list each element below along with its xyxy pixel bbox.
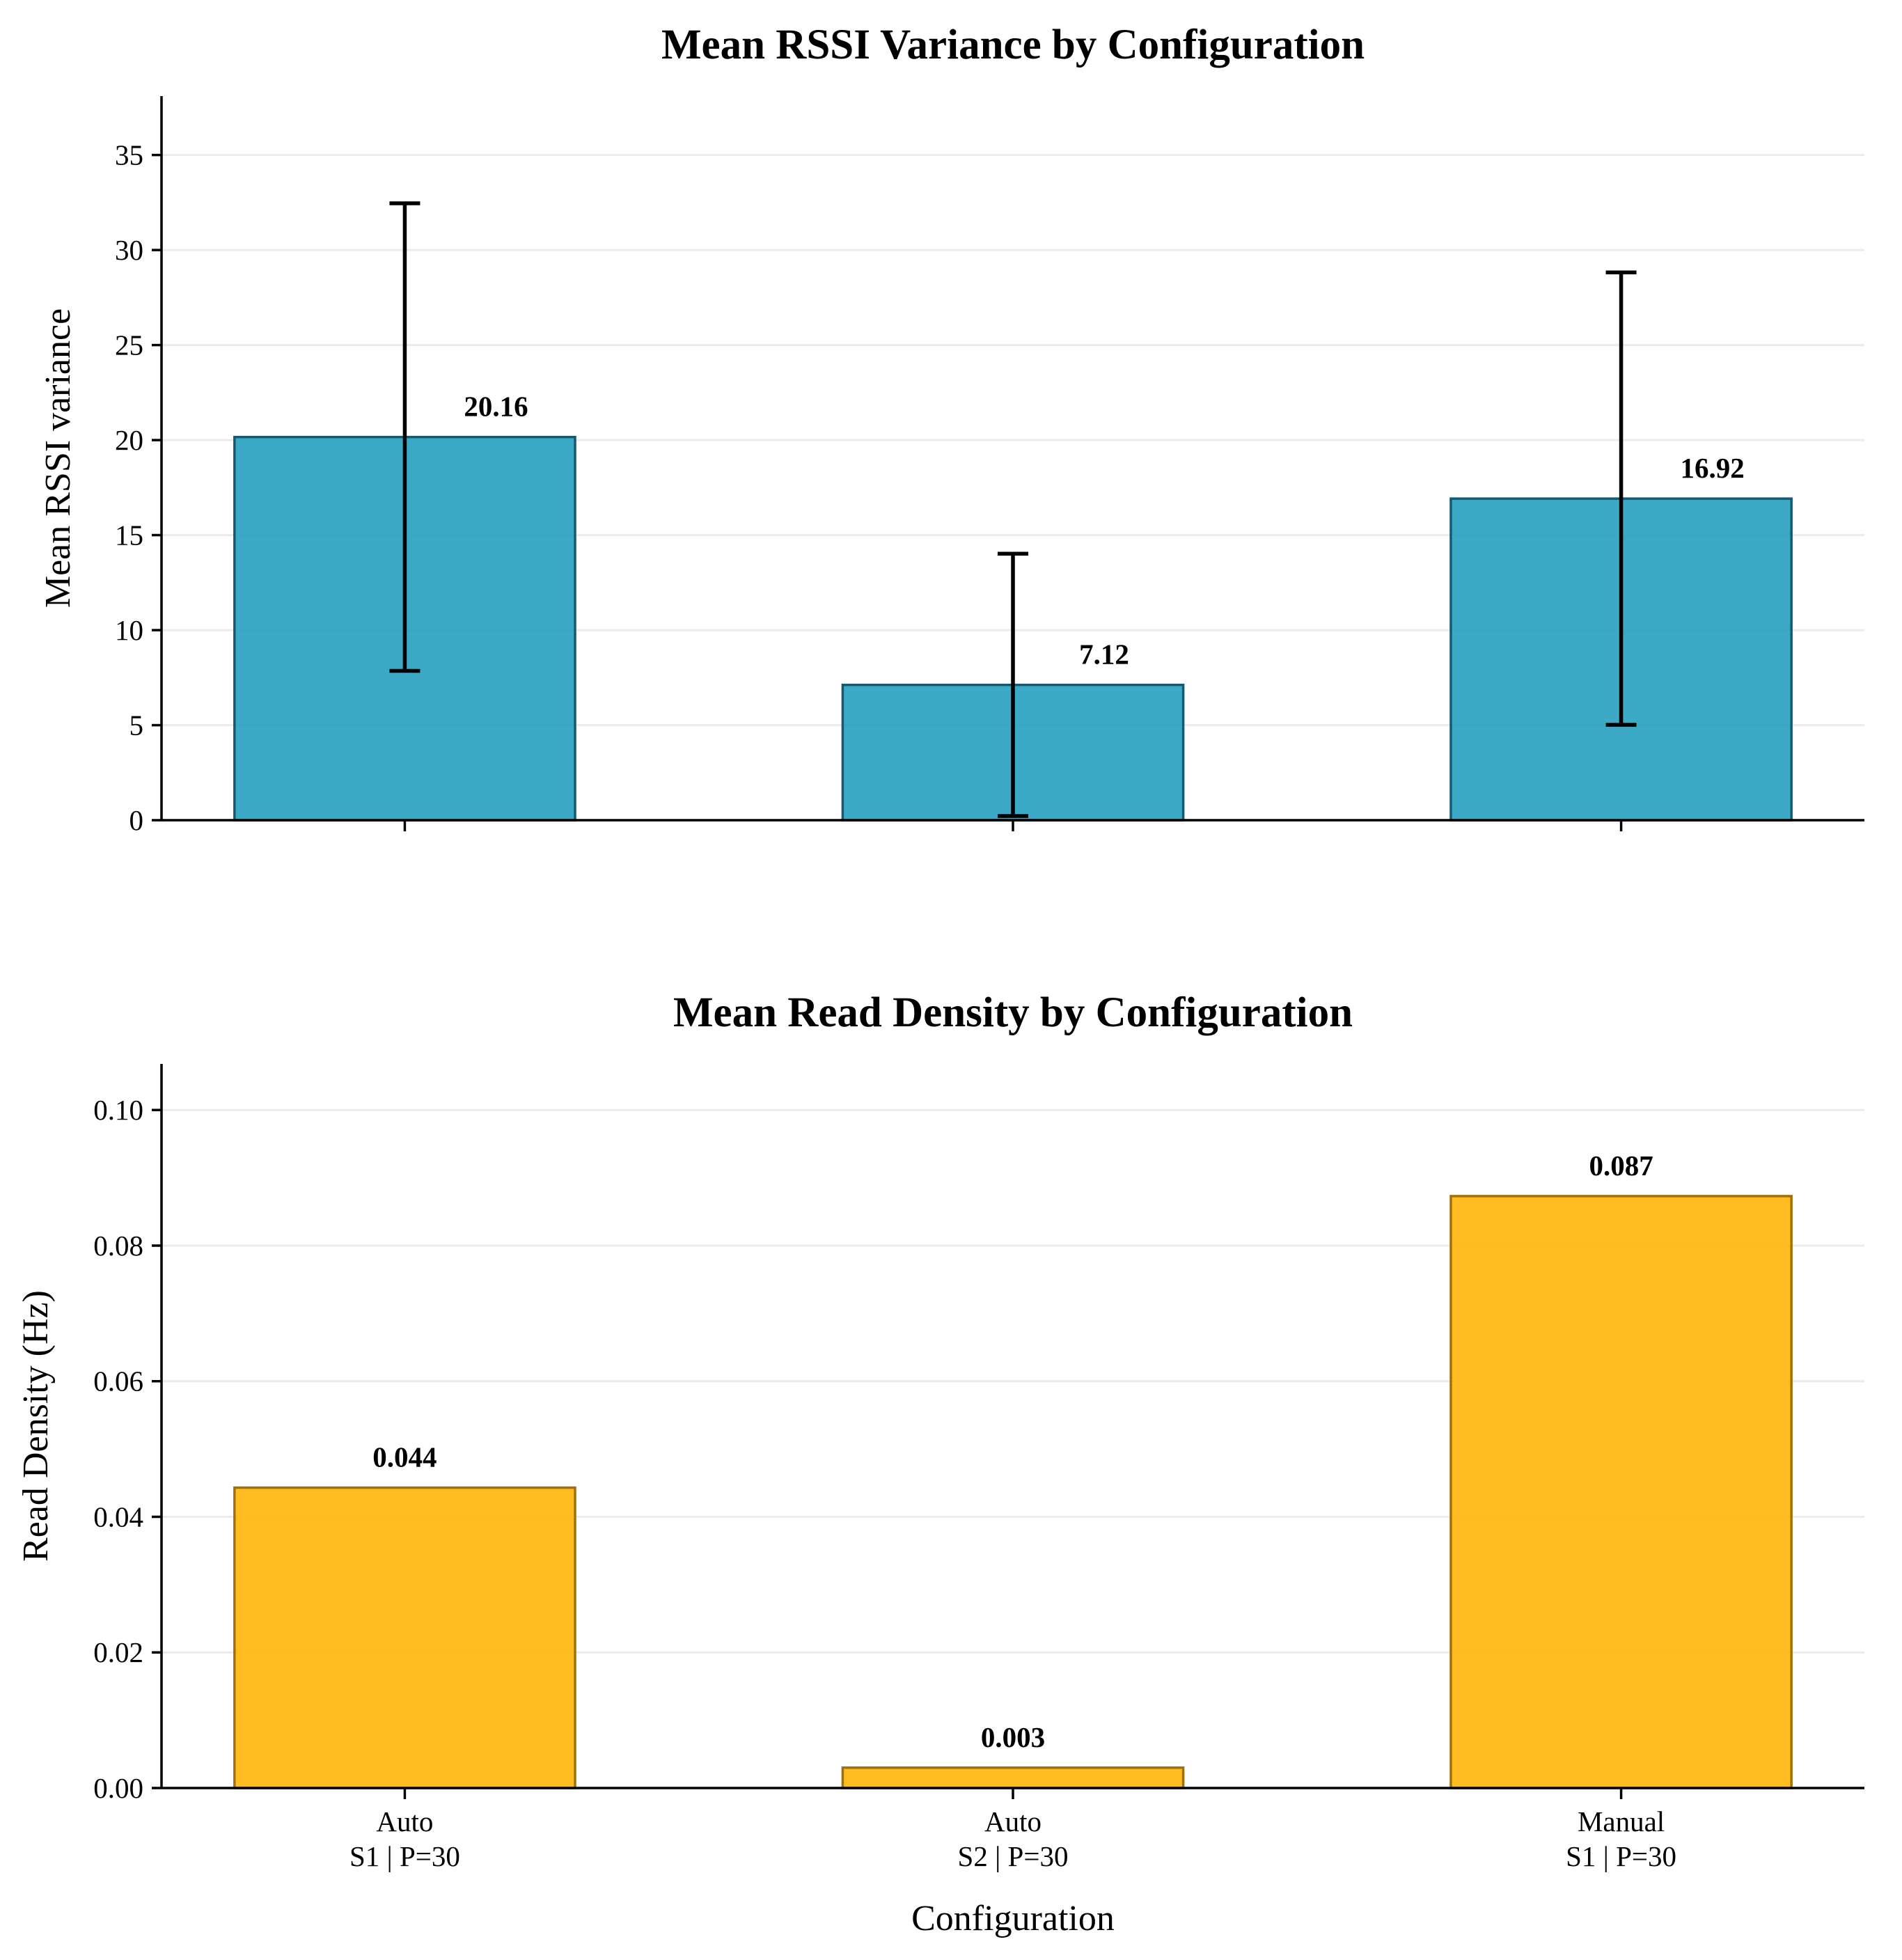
y-tick-label: 30 xyxy=(115,234,143,266)
y-axis-label: Read Density (Hz) xyxy=(16,1290,56,1562)
y-tick-label: 0.06 xyxy=(93,1365,143,1397)
chart-title: Mean RSSI Variance by Configuration xyxy=(661,22,1365,68)
y-tick-label: 20 xyxy=(115,424,143,456)
data-label: 0.003 xyxy=(981,1721,1045,1753)
chart-title: Mean Read Density by Configuration xyxy=(673,989,1353,1036)
read-density-chart: 0.044 0.003 0.087 0.00 0.02 0.04 0.06 0.08 0.10 A… xyxy=(16,989,1864,1938)
y-tick-label: 25 xyxy=(115,329,143,361)
data-label: 7.12 xyxy=(1079,638,1129,671)
bar xyxy=(1449,1195,1793,1789)
y-tick-label: 0.00 xyxy=(93,1772,143,1804)
data-label: 20.16 xyxy=(464,391,528,423)
y-tick-label: 10 xyxy=(115,614,143,646)
y-tick-label: 0.04 xyxy=(93,1500,143,1532)
bar xyxy=(841,1766,1185,1789)
data-label: 16.92 xyxy=(1680,452,1744,484)
x-tick-label: Auto S1 | P=30 xyxy=(349,1805,460,1872)
data-label: 0.087 xyxy=(1589,1150,1653,1182)
y-tick-label: 35 xyxy=(115,139,143,171)
y-tick-label: 15 xyxy=(115,519,143,551)
bar xyxy=(233,1486,576,1789)
y-tick-label: 0.10 xyxy=(93,1094,143,1126)
y-tick-label: 0 xyxy=(129,804,144,836)
x-tick-label: Auto S2 | P=30 xyxy=(958,1805,1069,1872)
y-tick-label: 5 xyxy=(129,709,144,742)
y-tick-label: 0.02 xyxy=(93,1636,143,1668)
y-axis-label: Mean RSSI variance xyxy=(38,308,78,608)
x-tick-label: Manual S1 | P=30 xyxy=(1566,1805,1676,1872)
x-axis-label: Configuration xyxy=(911,1899,1115,1938)
y-tick-label: 0.08 xyxy=(93,1230,143,1262)
data-label: 0.044 xyxy=(372,1441,437,1473)
rssi-variance-chart: 20.16 7.12 16.92 0 5 10 15 20 25 30 35 Mean RSSI Va… xyxy=(38,22,1864,836)
